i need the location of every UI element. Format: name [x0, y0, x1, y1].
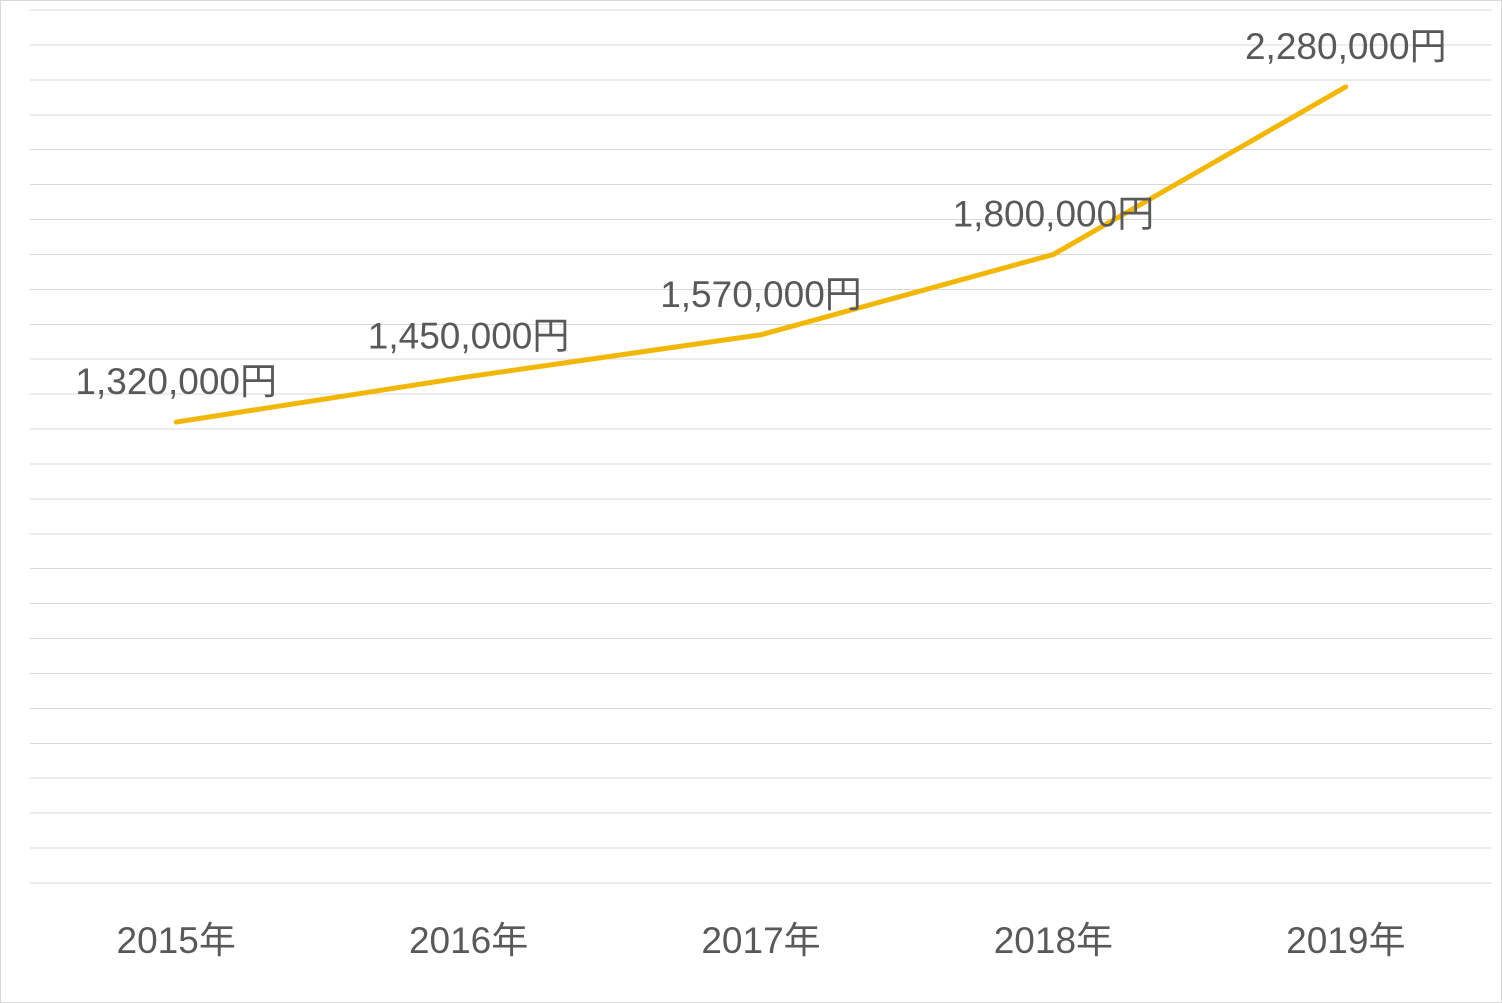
- data-label: 1,450,000円: [368, 316, 570, 357]
- x-axis-label: 2016年: [409, 920, 528, 961]
- x-axis-label: 2018年: [994, 920, 1113, 961]
- data-label: 2,280,000円: [1245, 26, 1447, 67]
- chart-svg: 1,320,000円 1,450,000円 1,570,000円 1,800,000円…: [0, 0, 1502, 1003]
- chart-border: [1, 1, 1502, 1003]
- line-chart: 1,320,000円 1,450,000円 1,570,000円 1,800,000円…: [0, 0, 1502, 1003]
- data-label: 1,570,000円: [660, 274, 862, 315]
- x-axis-label: 2017年: [701, 920, 820, 961]
- x-axis-label: 2015年: [117, 920, 236, 961]
- data-label: 1,800,000円: [953, 193, 1155, 234]
- data-label: 1,320,000円: [75, 361, 277, 402]
- x-axis-label: 2019年: [1286, 920, 1405, 961]
